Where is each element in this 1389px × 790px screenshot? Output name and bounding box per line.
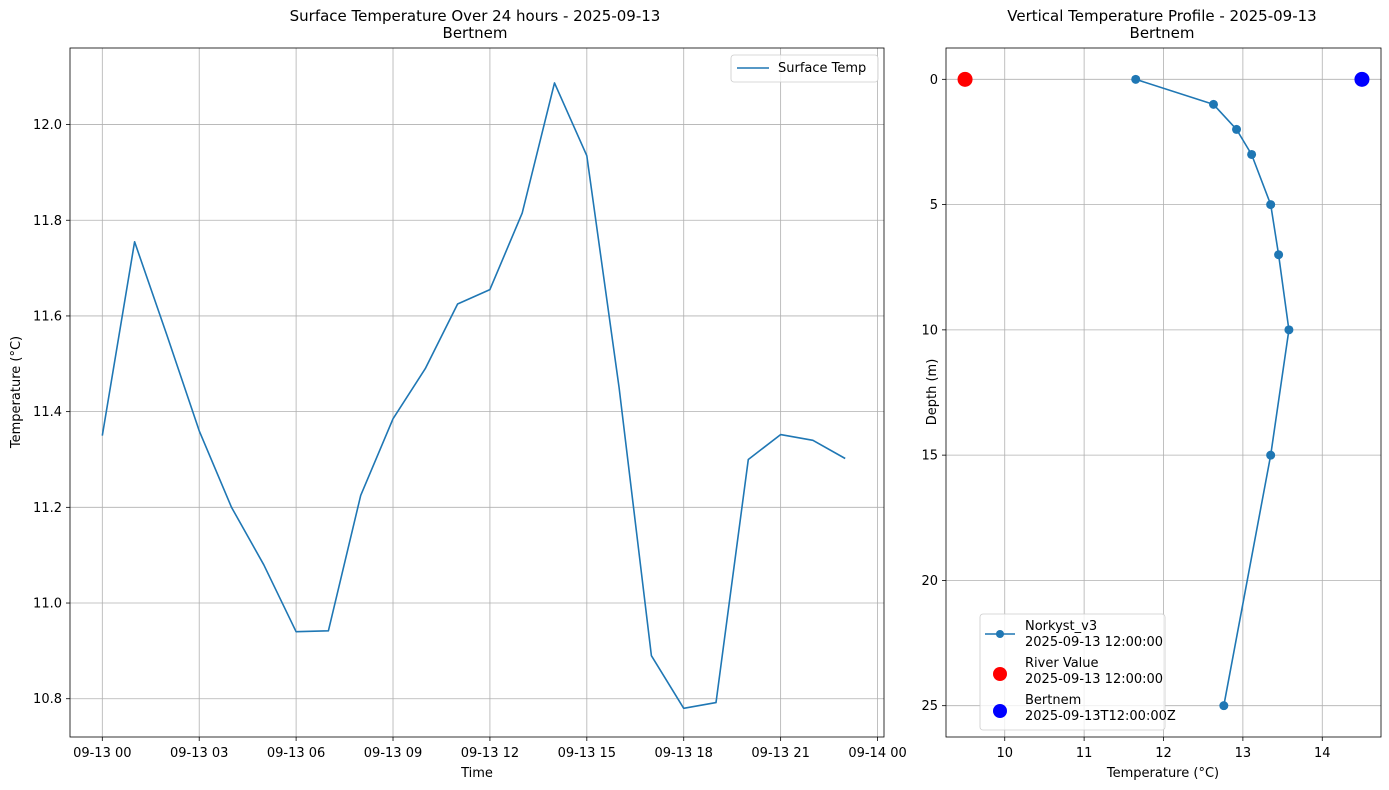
legend-entry-river-time: 2025-09-13 12:00:00: [1025, 672, 1163, 687]
legend-box: [979, 613, 1166, 731]
y-tick-label: 11.2: [33, 501, 62, 516]
x-tick-label: 09-14 00: [848, 746, 906, 761]
legend-box: [730, 54, 879, 83]
profile-point: [1219, 701, 1229, 711]
x-tick-label: 09-13 03: [170, 746, 228, 761]
y-axis-ticks: 0 5 10 15 20 25: [921, 73, 946, 714]
legend-entry-norkyst-time: 2025-09-13 12:00:00: [1025, 635, 1163, 650]
profile-point: [1266, 450, 1276, 460]
x-tick-label: 09-13 21: [751, 746, 809, 761]
x-tick-label: 09-13 18: [655, 746, 713, 761]
legend-marker-bertnem: [993, 704, 1007, 718]
x-tick-label: 09-13 12: [461, 746, 519, 761]
x-axis-ticks: 09-13 00 09-13 03 09-13 06 09-13 09 09-13 12…: [73, 737, 907, 761]
chart-subtitle: Bertnem: [1130, 24, 1195, 42]
chart-title: Surface Temperature Over 24 hours - 2025…: [290, 7, 661, 25]
legend: Norkyst_v3 2025-09-13 12:00:00 River Val…: [979, 613, 1176, 731]
x-tick-label: 14: [1314, 746, 1331, 761]
profile-point: [1209, 99, 1219, 109]
x-axis-ticks: 10 11 12 13 14: [996, 737, 1331, 761]
plot-frame: [69, 47, 885, 738]
x-tick-label: 13: [1235, 746, 1252, 761]
y-tick-label: 5: [930, 198, 938, 213]
profile-point: [1284, 325, 1294, 335]
chart-subtitle: Bertnem: [443, 24, 508, 42]
vertical-profile-chart: Vertical Temperature Profile - 2025-09-1…: [921, 7, 1382, 781]
y-axis-ticks: 10.8 11.0 11.2 11.4 11.6 11.8 12.0: [33, 118, 70, 707]
y-tick-label: 11.6: [33, 309, 62, 324]
y-tick-label: 11.4: [33, 405, 62, 420]
y-tick-label: 10.8: [33, 692, 62, 707]
plot-lines: [101, 82, 846, 710]
legend-marker-norkyst: [996, 630, 1004, 638]
profile-point: [1247, 149, 1257, 159]
legend-marker-river: [993, 667, 1007, 681]
legend-entry-river-name: River Value: [1025, 656, 1099, 671]
y-tick-label: 10: [921, 323, 938, 338]
legend-entry-bertnem-name: Bertnem: [1025, 693, 1081, 708]
x-tick-label: 09-13 06: [267, 746, 325, 761]
y-tick-label: 25: [921, 699, 938, 714]
grid: [70, 48, 884, 737]
x-tick-label: 09-13 00: [73, 746, 131, 761]
x-tick-label: 09-13 15: [558, 746, 616, 761]
y-tick-label: 12.0: [33, 118, 62, 133]
legend: Surface Temp: [730, 54, 879, 83]
profile-point: [1274, 250, 1284, 260]
legend-entry-bertnem-time: 2025-09-13T12:00:00Z: [1025, 709, 1176, 724]
y-tick-label: 11.8: [33, 214, 62, 229]
x-tick-label: 12: [1155, 746, 1172, 761]
y-axis-label: Depth (m): [925, 359, 940, 426]
profile-point: [1131, 74, 1141, 84]
y-tick-label: 15: [921, 449, 938, 464]
legend-entry-surface-temp: Surface Temp: [778, 61, 866, 76]
surface-temperature-chart: Surface Temperature Over 24 hours - 2025…: [9, 7, 907, 781]
y-tick-label: 20: [921, 574, 938, 589]
profile-point: [1232, 124, 1242, 134]
x-axis-label: Time: [460, 766, 493, 781]
profile-point: [1266, 200, 1276, 210]
legend-entry-norkyst-name: Norkyst_v3: [1025, 619, 1097, 634]
x-tick-label: 09-13 09: [364, 746, 422, 761]
y-axis-label: Temperature (°C): [9, 336, 24, 449]
river-value-point: [957, 71, 973, 87]
y-tick-label: 0: [930, 73, 938, 88]
chart-title: Vertical Temperature Profile - 2025-09-1…: [1007, 7, 1316, 25]
x-tick-label: 10: [996, 746, 1013, 761]
bertnem-point: [1354, 71, 1370, 87]
grid: [946, 48, 1381, 737]
x-axis-label: Temperature (°C): [1106, 766, 1219, 781]
plot-lines: [957, 71, 1370, 711]
series-line-surface-temp: [101, 82, 846, 710]
y-tick-label: 11.0: [33, 597, 62, 612]
x-tick-label: 11: [1076, 746, 1093, 761]
